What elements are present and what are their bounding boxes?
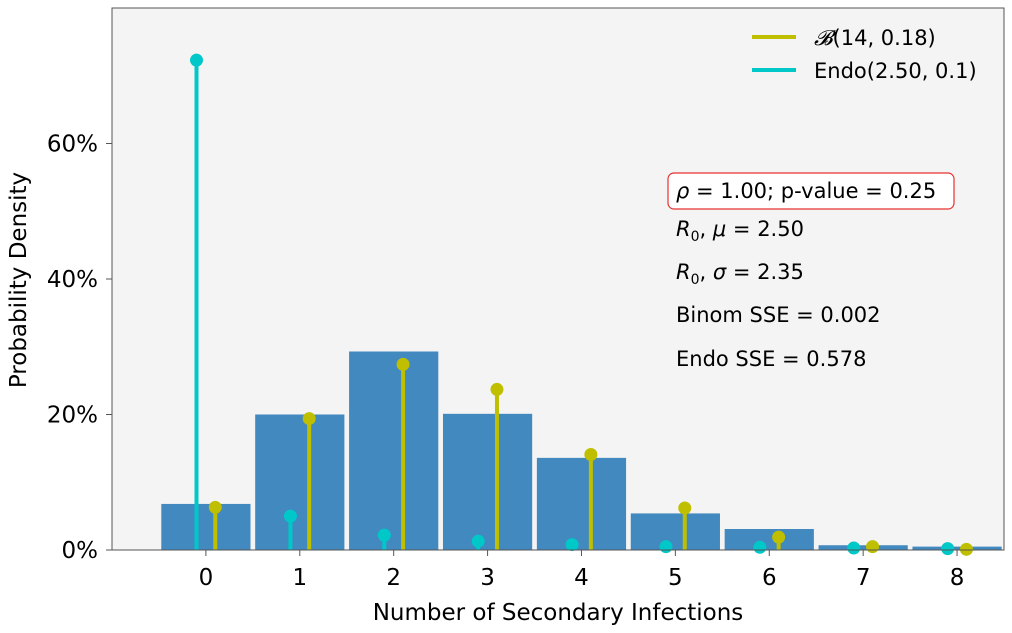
- y-tick-label-60: 60%: [47, 132, 98, 158]
- histogram-bar-7: [818, 545, 908, 550]
- rho-annotation: ρ = 1.00; p-value = 0.25: [676, 179, 936, 203]
- histogram-bar-1: [255, 414, 345, 550]
- x-tick-label-0: 0: [199, 565, 214, 591]
- x-tick-label-2: 2: [386, 565, 401, 591]
- endo-point-2: [377, 528, 391, 542]
- endo-point-5: [659, 540, 673, 554]
- r0-mu-annotation: R0, μ = 2.50: [676, 217, 804, 245]
- histogram-bar-4: [536, 457, 627, 550]
- histogram-bar-0: [161, 503, 251, 550]
- endo-point-1: [283, 509, 297, 523]
- x-tick-label-4: 4: [574, 565, 589, 591]
- binomial-point-7: [866, 540, 880, 554]
- histogram-bar-5: [630, 513, 720, 550]
- endo-point-0: [190, 53, 204, 67]
- binomial-point-6: [772, 530, 786, 544]
- legend: 𝓑(14, 0.18) Endo(2.50, 0.1): [752, 26, 977, 83]
- stem-series: [190, 53, 973, 556]
- binomial-point-5: [678, 501, 692, 515]
- endo-point-3: [471, 534, 485, 548]
- endo-point-7: [847, 541, 861, 555]
- x-tick-label-8: 8: [950, 565, 965, 591]
- rho-annotation-box: [667, 172, 955, 210]
- binom-sse-annotation: Binom SSE = 0.002: [676, 303, 881, 327]
- r0-sigma-annotation: R0, σ = 2.35: [676, 260, 804, 288]
- binomial-point-4: [584, 447, 598, 461]
- x-tick-label-3: 3: [480, 565, 495, 591]
- histogram-bars: [161, 351, 1002, 550]
- legend-label-endo: Endo(2.50, 0.1): [814, 59, 977, 83]
- endo-sse-annotation: Endo SSE = 0.578: [676, 347, 866, 371]
- binomial-point-8: [959, 542, 973, 556]
- y-tick-label-20: 20%: [47, 403, 98, 429]
- x-tick-label-6: 6: [762, 565, 777, 591]
- y-axis-ticks: 0% 20% 40% 60%: [47, 132, 112, 564]
- endo-point-6: [753, 540, 767, 554]
- x-axis-label: Number of Secondary Infections: [373, 600, 744, 626]
- x-tick-label-7: 7: [856, 565, 871, 591]
- x-axis-ticks: 0 1 2 3 4 5 6 7 8: [199, 550, 965, 591]
- y-tick-label-0: 0%: [62, 538, 99, 564]
- x-tick-label-5: 5: [668, 565, 683, 591]
- histogram-bar-8: [912, 546, 1002, 550]
- histogram-bar-2: [349, 351, 439, 550]
- x-tick-label-1: 1: [292, 565, 307, 591]
- y-tick-label-40: 40%: [47, 267, 98, 293]
- stats-annotations: ρ = 1.00; p-value = 0.25 R0, μ = 2.50 R0…: [667, 172, 955, 371]
- endo-point-8: [941, 542, 955, 556]
- binomial-point-2: [396, 357, 410, 371]
- histogram-bar-6: [724, 528, 814, 550]
- y-axis-label: Probability Density: [6, 172, 32, 388]
- binomial-point-3: [490, 382, 504, 396]
- binomial-point-0: [208, 500, 222, 514]
- histogram-bar-3: [442, 413, 533, 550]
- binomial-point-1: [302, 412, 316, 426]
- endo-point-4: [565, 538, 579, 552]
- legend-label-binomial: 𝓑(14, 0.18): [814, 26, 936, 50]
